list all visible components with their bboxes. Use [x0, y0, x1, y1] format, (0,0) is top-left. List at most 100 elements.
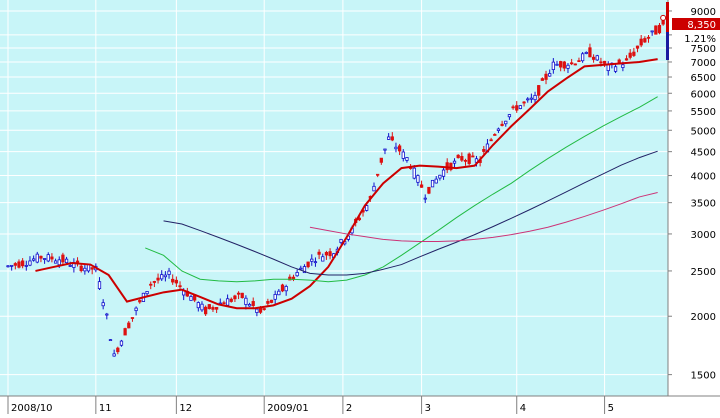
- candle-body: [284, 286, 288, 292]
- candle-body: [456, 154, 460, 159]
- candle-body: [632, 51, 636, 56]
- candle-body: [10, 264, 14, 267]
- candle-body: [496, 128, 501, 131]
- candle-body: [507, 114, 512, 118]
- candle-body: [262, 308, 266, 310]
- candle-body: [64, 258, 69, 264]
- candle-body: [423, 197, 427, 200]
- candle-body: [280, 284, 285, 292]
- y-tick-label: 3000: [691, 230, 716, 241]
- candle-body: [269, 299, 274, 303]
- candle-body: [376, 173, 380, 176]
- candle-body: [383, 148, 387, 151]
- candle-body: [412, 167, 416, 179]
- candle-body: [427, 186, 431, 194]
- candle-body: [240, 292, 244, 299]
- candle-body: [573, 63, 577, 66]
- candle-body: [471, 155, 475, 158]
- candle-body: [661, 20, 665, 25]
- x-tick-label: 5: [608, 403, 614, 414]
- candle-body: [233, 295, 237, 300]
- candle-body: [149, 283, 153, 286]
- x-tick-label: 4: [520, 403, 526, 414]
- candle-body: [299, 267, 303, 270]
- candle-body: [646, 36, 651, 39]
- y-tick-label: 5000: [691, 126, 716, 137]
- candle-body: [339, 238, 343, 243]
- candle-body: [295, 271, 299, 277]
- candle-body: [591, 56, 596, 60]
- candle-body: [533, 94, 537, 101]
- candle-body: [123, 328, 127, 336]
- candle-body: [559, 61, 563, 68]
- y-tick-label: 1500: [691, 371, 716, 382]
- candle-body: [390, 136, 394, 141]
- candle-body: [306, 261, 310, 268]
- y-tick-label: 9000: [691, 7, 716, 18]
- candle-body: [31, 258, 36, 261]
- candle-body: [247, 304, 252, 307]
- candle-body: [504, 120, 508, 125]
- candle-body: [562, 61, 566, 69]
- candle-body: [167, 270, 171, 275]
- candle-body: [83, 267, 87, 272]
- candle-body: [302, 266, 307, 274]
- candle-body: [207, 304, 211, 310]
- candle-body: [460, 156, 464, 161]
- candle-body: [566, 64, 570, 69]
- candle-body: [53, 260, 58, 264]
- candle-body: [555, 63, 559, 66]
- candle-body: [416, 175, 420, 183]
- candle-body: [152, 281, 157, 283]
- change-box: [672, 32, 720, 44]
- candle-body: [654, 25, 658, 35]
- candle-body: [255, 308, 259, 313]
- x-tick-label: 11: [99, 403, 112, 414]
- candle-body: [650, 30, 654, 33]
- x-tick-label: 2: [346, 403, 352, 414]
- candle-body: [204, 306, 208, 315]
- candle-body: [588, 47, 592, 58]
- candle-body: [317, 251, 321, 255]
- candle-body: [434, 178, 438, 184]
- candle-body: [79, 265, 83, 272]
- candle-body: [105, 313, 109, 316]
- candle-body: [365, 205, 369, 211]
- indicator-bar-blue: [666, 32, 669, 60]
- candle-body: [551, 61, 555, 70]
- candle-body: [602, 60, 607, 64]
- candle-body: [321, 256, 325, 262]
- candle-body: [156, 277, 160, 281]
- candle-body: [518, 105, 523, 109]
- candle-body: [50, 256, 54, 260]
- candle-body: [438, 174, 442, 179]
- candle-body: [463, 159, 468, 162]
- x-tick-label: 12: [179, 403, 192, 414]
- candle-body: [489, 139, 493, 142]
- candle-body: [35, 253, 39, 263]
- candle-body: [6, 265, 10, 268]
- candle-body: [445, 162, 449, 171]
- candle-body: [467, 153, 471, 164]
- series-line-ma-medium: [145, 96, 658, 283]
- candle-body: [251, 301, 255, 306]
- candle-body: [394, 146, 398, 150]
- candle-body: [222, 302, 226, 305]
- candle-body: [178, 285, 182, 288]
- candle-body: [493, 134, 497, 136]
- candle-body: [441, 169, 446, 177]
- candle-body: [372, 185, 376, 192]
- candle-body: [580, 53, 585, 62]
- y-tick-label: 2000: [691, 312, 716, 323]
- last-price-box: [672, 18, 720, 30]
- candle-body: [537, 85, 541, 96]
- candle-body: [387, 136, 391, 140]
- candle-body: [101, 302, 105, 307]
- candle-body: [277, 290, 281, 296]
- candle-body: [628, 52, 632, 58]
- candle-body: [522, 101, 526, 104]
- last-price-label: 8,350: [687, 20, 716, 31]
- candle-body: [452, 160, 457, 164]
- candle-body: [328, 251, 332, 257]
